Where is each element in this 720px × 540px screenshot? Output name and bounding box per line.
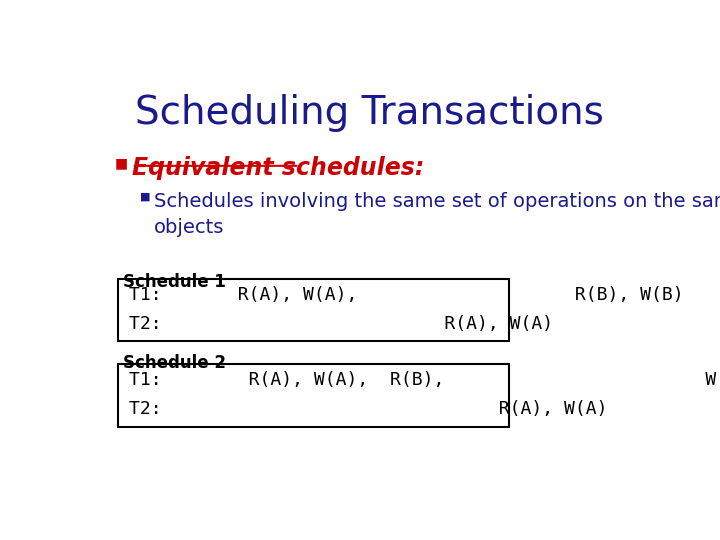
Text: Scheduling Transactions: Scheduling Transactions: [135, 94, 603, 132]
Text: T1:       R(A), W(A),                    R(B), W(B): T1: R(A), W(A), R(B), W(B): [129, 286, 684, 304]
Text: T1:        R(A), W(A),  R(B),                        W(B): T1: R(A), W(A), R(B), W(B): [129, 371, 720, 389]
Text: Schedule 2: Schedule 2: [124, 354, 227, 372]
FancyBboxPatch shape: [118, 364, 508, 427]
Text: Schedules involving the same set of operations on the same data
objects: Schedules involving the same set of oper…: [154, 192, 720, 237]
Text: ■: ■: [115, 156, 128, 170]
Text: Equivalent schedules:: Equivalent schedules:: [132, 156, 424, 180]
Text: Schedule 1: Schedule 1: [124, 273, 226, 291]
Text: ■: ■: [140, 192, 150, 201]
FancyBboxPatch shape: [118, 279, 508, 341]
Text: T2:                               R(A), W(A): T2: R(A), W(A): [129, 400, 608, 418]
Text: T2:                          R(A), W(A): T2: R(A), W(A): [129, 315, 553, 333]
